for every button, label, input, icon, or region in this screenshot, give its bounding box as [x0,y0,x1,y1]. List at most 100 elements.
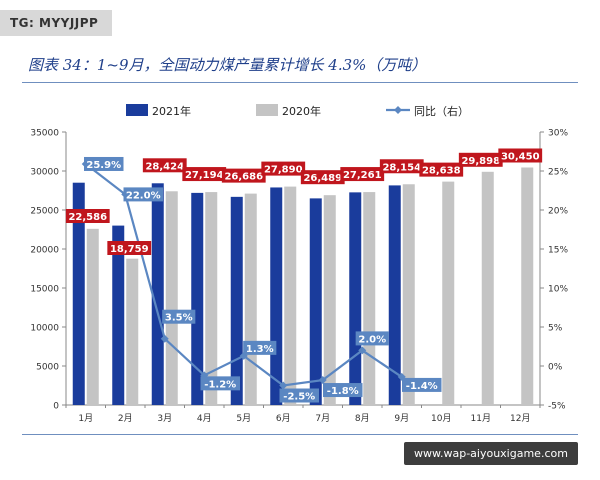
right-tick-label: 0% [548,363,563,373]
source-tag: TG: MYYJJPP [0,10,113,36]
bar-2020 [442,181,455,405]
x-tick-label: 2月 [118,413,133,424]
x-tick-label: 12月 [510,413,530,424]
left-tick-label: 5000 [36,363,59,373]
left-tick-label: 25000 [30,207,59,217]
bar-value-label-bg [498,148,543,163]
bar-2021 [270,187,283,405]
right-tick-label: 20% [548,207,568,217]
bar-value-label-bg [340,167,385,182]
line-value-label-bg [84,156,124,171]
bar-value-label-bg [458,152,503,167]
line-value-label: 22.0% [126,190,161,201]
x-tick-label: 1月 [78,413,93,424]
bar-2020 [86,228,99,405]
yoy-marker [318,376,327,385]
bar-value-label: 28,424 [145,161,184,172]
x-tick-label: 8月 [355,413,370,424]
line-value-label: -1.4% [406,381,438,392]
right-tick-label: 30% [548,129,568,139]
x-tick-label: 5月 [236,413,251,424]
line-value-label: -1.8% [327,386,359,397]
bar-2021 [72,182,85,405]
legend-label-2021: 2021年 [152,104,191,118]
bar-2020 [205,192,218,405]
bar-value-label-bg [65,209,110,223]
line-value-label-bg [243,340,277,355]
yoy-marker [358,346,367,355]
line-value-label-bg [200,376,240,391]
x-tick-label: 3月 [157,413,172,424]
x-tick-label: 9月 [394,413,409,424]
bar-value-label: 22,586 [68,212,107,223]
bar-2021 [191,192,204,405]
x-tick-label: 7月 [315,413,330,424]
bar-2021 [388,185,401,405]
line-value-label: 3.5% [165,313,193,324]
x-tick-label: 10月 [431,413,451,424]
legend-marker-yoy [394,106,402,114]
bar-value-label: 27,261 [343,170,382,181]
bottom-divider [22,434,578,435]
bar-value-label: 27,890 [264,165,303,176]
x-tick-label: 4月 [197,413,212,424]
yoy-marker [160,334,169,343]
bar-value-label-bg [182,167,227,182]
line-value-label: -2.5% [283,392,315,403]
x-tick-label: 11月 [471,413,491,424]
left-tick-label: 20000 [30,246,59,256]
legend-swatch-2021 [126,104,148,116]
line-value-label: 25.9% [86,160,121,171]
bar-2021 [151,183,164,405]
bar-value-label: 26,686 [224,172,263,183]
bar-value-label: 28,154 [382,162,421,173]
line-value-label: 1.3% [246,344,274,355]
right-tick-label: 25% [548,168,568,178]
left-tick-label: 15000 [30,285,59,295]
left-tick-label: 35000 [30,129,59,139]
bar-2020 [481,171,494,405]
bar-2020 [165,191,178,405]
yoy-marker [279,381,288,390]
bar-2020 [244,193,257,405]
right-tick-label: 5% [548,324,563,334]
left-tick-label: 0 [53,402,59,412]
line-value-label-bg [323,383,363,398]
bar-value-label: 29,898 [461,156,500,167]
bar-2021 [112,225,125,405]
bar-value-label-bg [107,241,152,255]
right-tick-label: 15% [548,246,568,256]
line-value-label-bg [402,377,442,392]
line-value-label-bg [279,388,319,403]
legend-swatch-2020 [256,104,278,116]
bar-2020 [402,184,415,405]
bar-2021 [230,196,243,405]
line-value-label-bg [162,309,196,324]
bar-value-label: 18,759 [110,244,149,255]
bar-2021 [349,192,362,405]
right-tick-label: -5% [548,402,566,412]
bar-2020 [284,186,297,405]
bar-value-label: 30,450 [501,151,540,162]
left-tick-label: 10000 [30,324,59,334]
bar-2020 [363,192,376,405]
bar-2021 [309,198,322,405]
bar-value-label: 27,194 [185,170,224,181]
legend-label-2020: 2020年 [282,104,321,118]
right-tick-label: 10% [548,285,568,295]
bar-value-label-bg [142,158,187,173]
line-value-label: -1.2% [204,379,236,390]
left-tick-label: 30000 [30,168,59,178]
bar-2020 [126,258,139,405]
legend-label-yoy: 同比（右） [414,104,469,118]
bar-value-label-bg [300,170,345,185]
line-value-label: 2.0% [358,334,386,345]
line-value-label-bg [123,187,163,202]
bar-2020 [521,167,534,405]
bar-value-label-bg [379,159,424,174]
site-watermark: www.wap-aiyouxigame.com [404,442,578,465]
bar-value-label-bg [261,161,306,176]
bar-value-label-bg [221,168,266,183]
bar-value-label-bg [419,162,464,177]
